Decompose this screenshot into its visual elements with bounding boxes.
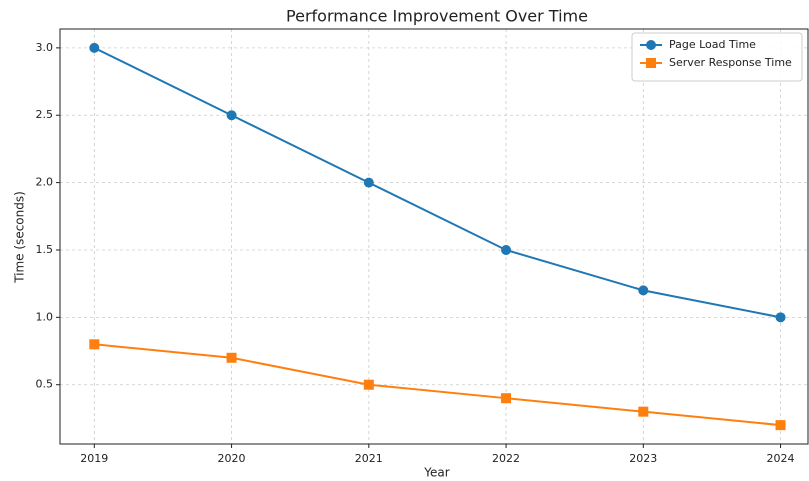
y-axis-label: Time (seconds): [13, 191, 27, 284]
legend-label: Page Load Time: [669, 38, 756, 51]
marker: [638, 406, 649, 417]
marker: [226, 352, 237, 363]
marker: [501, 393, 512, 404]
marker: [501, 244, 512, 255]
marker: [89, 339, 100, 350]
y-tick-label: 2.5: [36, 108, 54, 121]
x-tick-label: 2019: [80, 452, 108, 465]
x-tick-label: 2024: [767, 452, 795, 465]
y-tick-label: 1.5: [36, 243, 54, 256]
y-tick-label: 2.0: [36, 176, 54, 189]
chart-title: Performance Improvement Over Time: [286, 7, 588, 26]
legend: Page Load Time Server Response Time: [631, 32, 803, 82]
x-tick-label: 2021: [355, 452, 383, 465]
marker: [775, 312, 786, 323]
legend-marker: [646, 40, 656, 50]
legend-label: Server Response Time: [669, 56, 792, 69]
series-line: [94, 343, 781, 427]
marker: [226, 110, 237, 121]
x-axis-label: Year: [423, 466, 449, 480]
marker: [363, 177, 374, 188]
legend-box: [631, 32, 803, 82]
y-tick-label: 3.0: [36, 41, 54, 54]
marker: [775, 420, 786, 431]
marker: [363, 379, 374, 390]
series-line: [93, 46, 781, 319]
plot-frame: [59, 28, 809, 445]
x-tick-label: 2023: [629, 452, 657, 465]
y-tick-label: 0.5: [36, 378, 54, 391]
marker: [89, 42, 100, 53]
legend-marker: [646, 58, 656, 68]
x-tick-label: 2022: [492, 452, 520, 465]
y-tick-label: 1.0: [36, 310, 54, 323]
marker: [638, 285, 649, 296]
x-tick-label: 2020: [218, 452, 246, 465]
